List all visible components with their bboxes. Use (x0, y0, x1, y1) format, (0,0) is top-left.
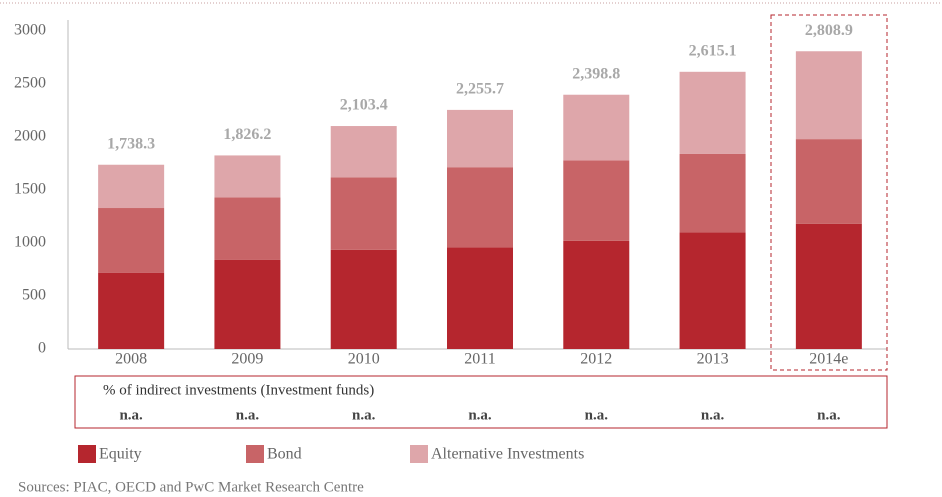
x-tick-label: 2011 (464, 351, 495, 368)
table-title: % of indirect investments (Investment fu… (103, 382, 374, 398)
table-value: n.a. (352, 407, 376, 423)
total-label: 2,615.1 (689, 42, 737, 59)
bar-segment (330, 177, 397, 250)
y-tick-label: 1500 (14, 181, 46, 198)
bar-segment (214, 259, 281, 349)
bar-segment (563, 240, 630, 349)
table-value: n.a. (119, 407, 143, 423)
x-tick-label: 2008 (115, 351, 147, 368)
y-tick-label: 500 (22, 287, 46, 304)
total-label: 2,398.8 (572, 65, 620, 82)
x-tick-label: 2010 (348, 351, 380, 368)
legend-label: Alternative Investments (431, 446, 584, 463)
table-value: n.a. (468, 407, 492, 423)
legend-swatch (78, 445, 96, 463)
total-label: 2,103.4 (340, 97, 388, 114)
indirect-table (74, 375, 888, 429)
bar-segment (563, 160, 630, 241)
bar-segment (795, 139, 862, 224)
bar-segment (563, 94, 630, 161)
bar-segment (679, 153, 746, 233)
y-tick-label: 2500 (14, 75, 46, 92)
legend-swatch (410, 445, 428, 463)
bar-segment (447, 247, 513, 349)
bar-segment (679, 232, 746, 349)
bar-segment (214, 155, 281, 198)
bar-segment (679, 71, 746, 154)
total-label: 2,255.7 (456, 81, 504, 98)
total-label: 1,738.3 (107, 135, 155, 152)
y-tick-label: 3000 (14, 22, 46, 39)
bar-segment (98, 208, 165, 273)
bar-segment (330, 126, 397, 178)
bar-segment (98, 272, 165, 349)
y-tick-label: 2000 (14, 128, 46, 145)
y-tick-label: 0 (38, 340, 46, 357)
bar-segment (330, 249, 397, 349)
legend-label: Bond (267, 446, 302, 463)
table-value: n.a. (701, 407, 725, 423)
table-value: n.a. (817, 407, 841, 423)
table-value: n.a. (236, 407, 260, 423)
x-tick-label: 2009 (231, 351, 263, 368)
bar-segment (214, 197, 281, 260)
total-label: 1,826.2 (223, 126, 271, 143)
x-tick-label: 2012 (580, 351, 612, 368)
legend-swatch (246, 445, 264, 463)
bar-segment (98, 164, 165, 209)
bar-segment (447, 167, 513, 248)
x-tick-label: 2014e (809, 351, 848, 368)
y-tick-label: 1000 (14, 234, 46, 251)
x-tick-label: 2013 (697, 351, 729, 368)
estimate-box (770, 14, 888, 371)
total-label: 2,808.9 (805, 22, 853, 39)
table-value: n.a. (585, 407, 609, 423)
legend-label: Equity (99, 446, 142, 463)
bar-segment (795, 223, 862, 349)
bar-segment (447, 109, 513, 168)
bar-segment (795, 51, 862, 140)
source: Sources: PIAC, OECD and PwC Market Resea… (18, 479, 364, 495)
